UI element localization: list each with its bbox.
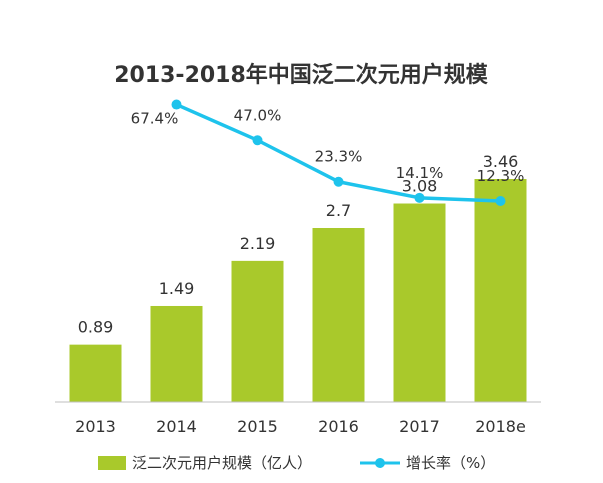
growth-point-2016: [333, 176, 344, 187]
growth-point-2018e: [495, 195, 506, 206]
bar-2014: [150, 305, 203, 402]
chart-title: 2013-2018年中国泛二次元用户规模: [114, 62, 489, 88]
growth-value-label: 47.0%: [234, 106, 282, 124]
legend-line-label: 增长率（%）: [406, 454, 495, 472]
bar-2016: [312, 228, 365, 402]
bar-value-label: 1.49: [159, 279, 195, 298]
growth-point-2017: [414, 192, 425, 203]
x-tick-label: 2014: [156, 417, 197, 436]
x-tick-label: 2015: [237, 417, 278, 436]
growth-value-label: 23.3%: [315, 148, 363, 166]
x-tick-label: 2013: [75, 417, 116, 436]
x-tick-label: 2018e: [475, 417, 526, 436]
bar-value-label: 3.46: [483, 152, 519, 171]
growth-point-2014: [171, 99, 182, 110]
growth-value-label: 14.1%: [396, 164, 444, 182]
bar-2013: [69, 344, 122, 402]
x-tick-label: 2016: [318, 417, 359, 436]
legend-bar-swatch: [98, 456, 126, 470]
growth-line-series: [171, 99, 506, 206]
growth-value-label: 12.3%: [477, 167, 525, 185]
bar-value-label: 2.7: [326, 201, 351, 220]
line-labels: 67.4% 47.0% 23.3% 14.1% 12.3%: [131, 106, 525, 185]
bar-value-label: 0.89: [78, 318, 114, 337]
bar-series: [69, 179, 527, 402]
bar-2015: [231, 260, 284, 402]
bar-labels: 0.89 1.49 2.19 2.7 3.08 3.46: [78, 152, 519, 337]
x-tick-label: 2017: [399, 417, 440, 436]
growth-point-2015: [252, 135, 263, 146]
bar-value-label: 3.08: [402, 177, 438, 196]
legend-line-marker: [375, 458, 385, 468]
legend-bar-label: 泛二次元用户规模（亿人）: [132, 454, 312, 472]
bar-2018e: [474, 179, 527, 402]
bar-value-label: 2.19: [240, 234, 276, 253]
x-axis-ticks: 2013 2014 2015 2016 2017 2018e: [75, 417, 526, 436]
bar-2017: [393, 203, 446, 402]
legend: 泛二次元用户规模（亿人） 增长率（%）: [98, 454, 495, 472]
growth-value-label: 67.4%: [131, 110, 179, 128]
